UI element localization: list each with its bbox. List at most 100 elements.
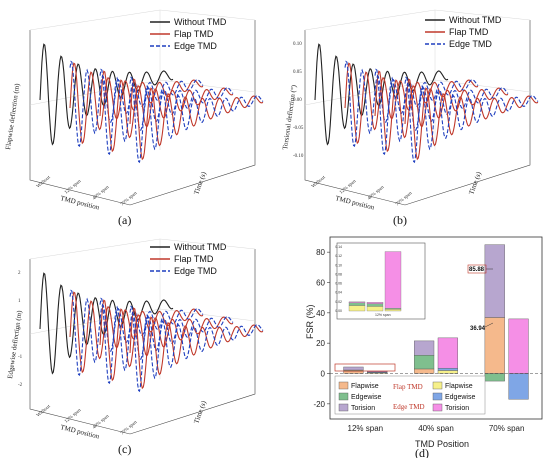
legend-label: Without TMD — [174, 242, 227, 252]
legend-swatch — [338, 381, 349, 390]
bar-segment — [484, 373, 505, 382]
inset-y-tick-label: 0.14 — [335, 245, 342, 249]
series-line — [39, 272, 174, 375]
inset-bar-segment — [348, 302, 366, 306]
series-line — [374, 68, 509, 156]
inset-y-tick-label: 0.10 — [335, 263, 342, 267]
position-tick-label: 12% span — [64, 408, 83, 425]
chart-fsr: -20 0 20 40 60 80 12% span 40% span 70% span FS… — [305, 236, 543, 458]
y-tick-label: 60 — [316, 279, 325, 288]
legend-swatch — [432, 403, 443, 412]
bar-segment — [508, 373, 529, 400]
legend-swatch — [338, 392, 349, 401]
bar-segment — [437, 337, 458, 369]
legend: Without TMD Flap TMD Edge TMD — [150, 17, 227, 51]
legend-flap: Flapwise Edgewise Torision — [338, 381, 381, 412]
bar-segment — [343, 366, 364, 371]
series-line — [129, 76, 264, 164]
legend-group-edge: Edge TMD — [393, 403, 425, 411]
y-tick-label: 0.10 — [293, 42, 302, 47]
caption: (b) — [393, 213, 407, 227]
chart-flapwise: Flapwise deflection (m) TMD position Tim… — [4, 9, 264, 227]
y-tick-label: 1 — [18, 299, 21, 304]
legend-label: Flapwise — [445, 383, 473, 390]
bar-segment — [343, 371, 364, 374]
y-tick-label: 0.00 — [293, 98, 302, 103]
annotation-36: 36.94 — [470, 326, 486, 332]
y-tick-label: -0.10 — [293, 154, 304, 159]
bar-segment — [437, 367, 458, 371]
inset-y-tick-label: 0.12 — [335, 254, 342, 258]
caption: (d) — [415, 446, 429, 458]
y-tick-label: 20 — [316, 339, 325, 348]
position-tick-label: 40% span — [367, 185, 386, 202]
y-ticks: 0.10 0.05 0.00 -0.05 -0.10 — [293, 42, 304, 159]
legend-swatch — [432, 392, 443, 401]
curve-group — [39, 43, 264, 164]
chart-torsional: 0.10 0.05 0.00 -0.05 -0.10 Torsional deflect… — [281, 9, 539, 227]
legend-swatch — [338, 403, 349, 412]
y-ticks: 2 1 0 -1 -2 — [18, 271, 23, 388]
inset-y-tick-label: 0.06 — [335, 282, 342, 286]
y-tick-label: 40 — [316, 309, 325, 318]
inset-bar-segment — [384, 309, 402, 312]
legend-label: Without TMD — [174, 17, 227, 27]
legend-label: Without TMD — [449, 15, 502, 25]
legend-group-flap: Flap TMD — [393, 383, 423, 391]
bar-segment — [508, 318, 529, 374]
y-axis-label: Torsional deflection (°) — [281, 84, 298, 150]
y-axis-label: FSR (%) — [305, 305, 315, 340]
inset-x-label: 12% span — [375, 313, 391, 317]
legend-label: Edge TMD — [449, 39, 492, 49]
category-ticks: 12% span 40% span 70% span — [348, 424, 525, 433]
y-tick-label: 0 — [321, 370, 326, 379]
legend: Without TMD Flap TMD Edge TMD — [150, 242, 227, 276]
z-axis-label: Time (s) — [192, 399, 208, 425]
legend-label: Flapwise — [351, 383, 379, 390]
inset-y-tick-label: 0.04 — [335, 291, 342, 295]
bar-segment — [484, 317, 505, 374]
y-ticks: -20 0 20 40 60 80 — [313, 248, 330, 409]
legend-label: Flap TMD — [449, 27, 489, 37]
position-tick-label: 40% span — [92, 185, 111, 202]
y-tick-label: -20 — [313, 400, 325, 409]
inset-bar-segment — [366, 306, 384, 312]
bar-segment — [414, 368, 435, 374]
inset-bar-segment — [366, 303, 384, 307]
inset-bar-segment — [384, 251, 402, 309]
bar-segment — [414, 355, 435, 370]
bar-segment — [414, 340, 435, 356]
legend-frame — [334, 375, 486, 415]
inset-bar-segment — [348, 301, 366, 303]
y-tick-label: -2 — [18, 383, 23, 388]
bars — [343, 244, 529, 400]
z-axis-label: Time (s) — [192, 170, 208, 196]
highlight-box — [334, 363, 396, 372]
bar-segment — [484, 244, 505, 318]
curve-group — [314, 43, 539, 164]
panel-fsr-bar: -20 0 20 40 60 80 12% span 40% span 70% span FS… — [275, 229, 550, 458]
panel-torsional: 0.10 0.05 0.00 -0.05 -0.10 Torsional deflect… — [275, 0, 550, 229]
legend-label: Edge TMD — [174, 41, 217, 51]
inset-chart: 0.14 0.12 0.10 0.08 0.06 0.04 0.02 0.00 12% spa… — [335, 242, 426, 320]
y-tick-label: 2 — [18, 271, 21, 276]
category-label: 12% span — [348, 424, 384, 433]
bar-segment — [437, 370, 458, 374]
y-tick-label: 80 — [316, 248, 325, 257]
legend: Without TMD Flap TMD Edge TMD — [425, 15, 502, 49]
legend-label: Edgewise — [445, 394, 475, 401]
legend-label: Torision — [351, 405, 375, 412]
category-label: 40% span — [418, 424, 454, 433]
series-line — [344, 60, 479, 148]
legend-label: Edge TMD — [174, 266, 217, 276]
y-tick-label: -1 — [18, 355, 23, 360]
z-axis-label: Time (s) — [467, 170, 483, 196]
series-line — [129, 78, 264, 161]
y-tick-label: 0 — [18, 327, 21, 332]
chart-edgewise: 210-1-2 Edgewise deflection (m) TMD posi… — [6, 238, 264, 456]
position-tick-label: 12% span — [64, 179, 83, 196]
inset-bars — [348, 251, 402, 312]
series-line — [129, 307, 264, 390]
y-axis-label: Edgewise deflection (m) — [6, 309, 24, 379]
curve-group — [39, 272, 264, 393]
